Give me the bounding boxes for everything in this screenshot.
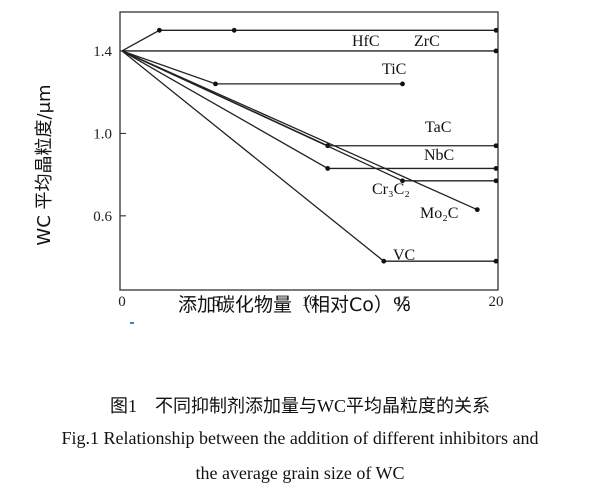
plot-frame (119, 11, 499, 291)
x-tick-label-2: 10 (302, 294, 317, 310)
series-point-2-2 (400, 81, 405, 87)
series-label-2: TiC (382, 61, 406, 78)
y-tick-label-1: 1.0 (93, 126, 112, 142)
series-point-5-1 (400, 178, 405, 184)
caption-english-line1: Fig.1 Relationship between the addition … (61, 428, 539, 448)
x-tick-label-4: 20 (489, 294, 504, 310)
x-axis-label: 添加碳化物量（相对Co）% (178, 294, 411, 316)
series-label-6: Mo₂C (420, 205, 458, 222)
series-line-0 (121, 29, 496, 52)
stray-mark (130, 322, 134, 324)
y-tick-label-2: 0.6 (93, 209, 112, 225)
series-label-3: TaC (425, 119, 451, 136)
series-label-0: HfC (352, 33, 380, 50)
grain-size-chart: 1.4 1.0 0.6 0 5 10 15 20 HfC ZrC TiC TaC NbC Cr₃C₂ M… (93, 11, 504, 310)
x-tick-label-0: 0 (118, 294, 126, 310)
series-lines (121, 27, 499, 264)
y-axis-label: WC 平均晶粒度/μm (18, 40, 68, 290)
series-point-6-1 (474, 207, 480, 213)
series-label-7: VC (393, 247, 415, 264)
series-line-2 (121, 50, 403, 85)
series-point-0-1 (157, 27, 162, 33)
series-label-5: Cr₃C₂ (372, 181, 410, 198)
x-tick-label-1: 5 (212, 294, 220, 310)
series-point-7-1 (381, 258, 387, 264)
series-point-4-2 (493, 166, 499, 171)
series-point-0-3 (493, 27, 499, 33)
caption-english-line2: the average grain size of WC (195, 463, 405, 483)
series-point-5-2 (493, 178, 499, 184)
series-point-2-1 (213, 81, 218, 87)
series-point-7-2 (493, 258, 499, 264)
series-point-1-1 (493, 48, 499, 54)
y-tick-label-0: 1.4 (93, 44, 112, 60)
series-point-3-2 (493, 143, 499, 149)
x-axis-ticks: 0 5 10 15 20 (118, 294, 503, 310)
series-label-1: ZrC (414, 33, 440, 50)
series-point-4-1 (325, 166, 331, 171)
y-axis-ticks: 1.4 1.0 0.6 (93, 44, 126, 225)
series-label-4: NbC (424, 147, 454, 164)
caption-chinese: 图1 不同抑制剂添加量与WC平均晶粒度的关系 (110, 396, 490, 416)
x-tick-label-3: 15 (395, 294, 410, 310)
y-axis-label-text: WC 平均晶粒度/μm (34, 84, 55, 245)
series-labels: HfC ZrC TiC TaC NbC Cr₃C₂ Mo₂C VC (352, 33, 458, 264)
series-point-0-2 (231, 27, 237, 33)
series-line-6 (121, 50, 478, 211)
